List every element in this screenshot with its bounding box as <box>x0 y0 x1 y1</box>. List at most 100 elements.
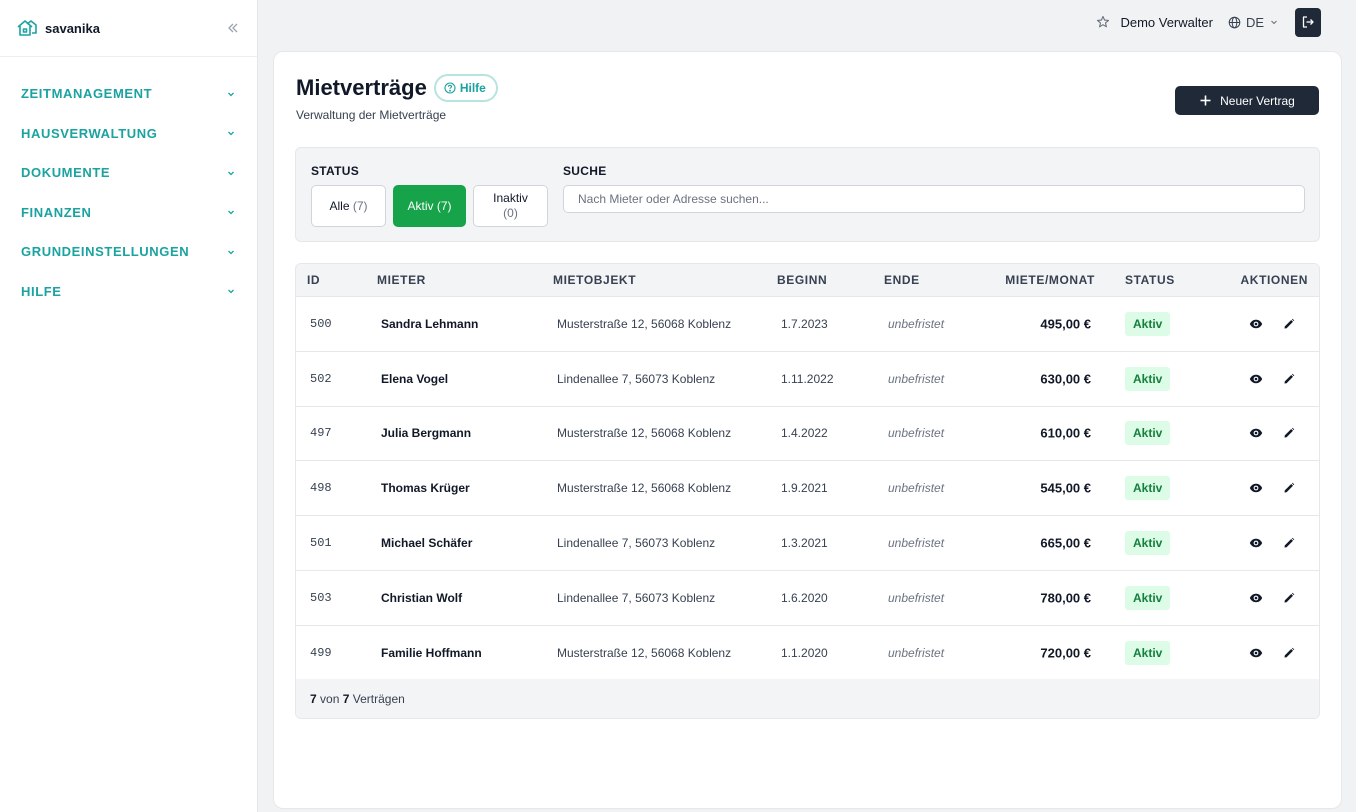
tenant-name: Michael Schäfer <box>381 536 473 551</box>
chevron-down-icon <box>226 89 236 99</box>
contract-id: 501 <box>310 536 332 551</box>
column-header-mieter[interactable]: MIETER <box>377 273 426 287</box>
new-contract-label: Neuer Vertrag <box>1220 93 1295 108</box>
eye-icon <box>1249 426 1263 440</box>
view-button[interactable] <box>1249 591 1263 605</box>
filter-chip-alle[interactable]: Alle (7) <box>311 185 386 227</box>
eye-icon <box>1249 481 1263 495</box>
table-row: 498 Thomas Krüger Musterstraße 12, 56068… <box>296 461 1319 517</box>
plus-icon <box>1199 94 1212 107</box>
column-header-mietobjekt[interactable]: MIETOBJEKT <box>553 273 637 287</box>
monthly-rent: 545,00 € <box>1040 480 1091 496</box>
tenant-name: Thomas Krüger <box>381 481 470 496</box>
sidebar-item-finanzen[interactable]: FINANZEN <box>0 193 257 233</box>
edit-button[interactable] <box>1283 537 1295 549</box>
sidebar-item-hausverwaltung[interactable]: HAUSVERWALTUNG <box>0 114 257 154</box>
column-header-beginn[interactable]: BEGINN <box>777 273 828 287</box>
monthly-rent: 780,00 € <box>1040 590 1091 606</box>
view-button[interactable] <box>1249 426 1263 440</box>
chip-count: (7) <box>352 199 368 213</box>
edit-button[interactable] <box>1283 647 1295 659</box>
total-count: 7 <box>342 691 350 706</box>
table-row: 499 Familie Hoffmann Musterstraße 12, 56… <box>296 626 1319 681</box>
user-name[interactable]: Demo Verwalter <box>1120 14 1213 30</box>
eye-icon <box>1249 317 1263 331</box>
column-header-miete[interactable]: MIETE/MONAT <box>1005 273 1095 287</box>
monthly-rent: 720,00 € <box>1040 645 1091 661</box>
chip-label: Inaktiv <box>493 191 528 205</box>
column-header-status[interactable]: STATUS <box>1125 273 1175 287</box>
eye-icon <box>1249 536 1263 550</box>
eye-icon <box>1249 591 1263 605</box>
tenant-name: Christian Wolf <box>381 590 463 605</box>
sidebar-item-dokumente[interactable]: DOKUMENTE <box>0 153 257 193</box>
start-date: 1.4.2022 <box>781 426 828 441</box>
property-address: Lindenallee 7, 56073 Koblenz <box>557 371 716 386</box>
view-button[interactable] <box>1249 372 1263 386</box>
footer-suffix: Verträgen <box>352 691 405 706</box>
language-selector[interactable]: DE <box>1228 15 1279 30</box>
eye-icon <box>1249 372 1263 386</box>
end-date: unbefristet <box>888 590 945 605</box>
view-button[interactable] <box>1249 317 1263 331</box>
chip-label: Aktiv <box>407 199 434 213</box>
contract-id: 499 <box>310 645 332 660</box>
help-circle-icon <box>444 82 456 94</box>
filter-chip-aktiv[interactable]: Aktiv (7) <box>393 185 466 227</box>
property-address: Musterstraße 12, 56068 Koblenz <box>557 316 732 331</box>
sidebar-item-hilfe[interactable]: HILFE <box>0 272 257 312</box>
table-row: 503 Christian Wolf Lindenallee 7, 56073 … <box>296 571 1319 626</box>
logout-button[interactable] <box>1295 7 1321 37</box>
language-label: DE <box>1245 14 1264 30</box>
end-date: unbefristet <box>888 426 945 441</box>
pencil-icon <box>1283 537 1295 549</box>
status-badge: Aktiv <box>1125 366 1171 391</box>
eye-icon <box>1249 646 1263 660</box>
filter-chip-inaktiv[interactable]: Inaktiv (0) <box>473 185 548 227</box>
edit-button[interactable] <box>1283 482 1295 494</box>
star-icon[interactable] <box>1096 15 1110 29</box>
brand: savanika <box>0 0 257 57</box>
view-button[interactable] <box>1249 481 1263 495</box>
status-filter-label: STATUS <box>311 164 360 178</box>
shown-count: 7 <box>310 691 317 706</box>
end-date: unbefristet <box>888 645 945 660</box>
search-input[interactable] <box>563 185 1305 213</box>
chevron-down-icon <box>226 207 236 217</box>
page-header: Mietverträge Hilfe Verwaltung der Mietve… <box>296 74 1319 134</box>
collapse-sidebar-icon[interactable] <box>225 20 241 36</box>
search-label: SUCHE <box>563 164 607 178</box>
edit-button[interactable] <box>1283 373 1295 385</box>
edit-button[interactable] <box>1283 318 1295 330</box>
contract-id: 500 <box>310 316 332 331</box>
chip-count: (0) <box>503 206 518 220</box>
sidebar: savanika ZEITMANAGEMENT HAUSVERWALTUNG D… <box>0 0 258 812</box>
chevron-down-icon <box>226 168 236 178</box>
sidebar-item-grundeinstellungen[interactable]: GRUNDEINSTELLUNGEN <box>0 232 257 272</box>
sidebar-item-zeitmanagement[interactable]: ZEITMANAGEMENT <box>0 74 257 114</box>
column-header-id[interactable]: ID <box>307 273 321 287</box>
property-address: Musterstraße 12, 56068 Koblenz <box>557 645 732 660</box>
main-content: Mietverträge Hilfe Verwaltung der Mietve… <box>273 51 1342 809</box>
property-address: Lindenallee 7, 56073 Koblenz <box>557 536 716 551</box>
help-label: Hilfe <box>459 81 486 95</box>
edit-button[interactable] <box>1283 592 1295 604</box>
new-contract-button[interactable]: Neuer Vertrag <box>1175 86 1319 115</box>
tenant-name: Familie Hoffmann <box>381 645 482 660</box>
status-badge: Aktiv <box>1125 640 1171 665</box>
column-header-ende[interactable]: ENDE <box>884 273 920 287</box>
view-button[interactable] <box>1249 536 1263 550</box>
tenant-name: Julia Bergmann <box>381 426 472 441</box>
monthly-rent: 495,00 € <box>1040 316 1091 332</box>
end-date: unbefristet <box>888 536 945 551</box>
page-subtitle: Verwaltung der Mietverträge <box>296 108 447 122</box>
edit-button[interactable] <box>1283 427 1295 439</box>
monthly-rent: 665,00 € <box>1040 535 1091 551</box>
status-badge: Aktiv <box>1125 421 1171 446</box>
view-button[interactable] <box>1249 646 1263 660</box>
status-badge: Aktiv <box>1125 585 1171 610</box>
help-button[interactable]: Hilfe <box>433 74 498 102</box>
start-date: 1.9.2021 <box>781 481 828 496</box>
sidebar-nav: ZEITMANAGEMENT HAUSVERWALTUNG DOKUMENTE … <box>0 57 257 311</box>
status-badge: Aktiv <box>1125 311 1171 336</box>
